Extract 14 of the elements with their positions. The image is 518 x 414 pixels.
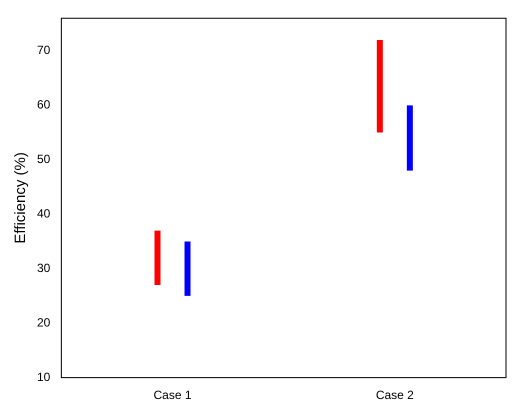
bar: [406, 105, 413, 171]
y-tick-label: 70: [36, 43, 51, 58]
y-axis-title: Efficiency (%): [12, 152, 30, 244]
y-tick-label: 60: [36, 98, 51, 112]
x-tick-label: Case 1: [153, 388, 192, 402]
x-tick-label: Case 2: [376, 388, 414, 402]
y-tick-label: 40: [36, 206, 51, 221]
y-tick-label: 30: [36, 261, 51, 276]
bar: [154, 230, 161, 286]
bar: [184, 241, 191, 296]
y-tick-label: 50: [36, 152, 51, 166]
y-tick-label: 10: [36, 370, 51, 384]
bar: [376, 40, 383, 133]
y-tick-label: 20: [36, 315, 51, 330]
